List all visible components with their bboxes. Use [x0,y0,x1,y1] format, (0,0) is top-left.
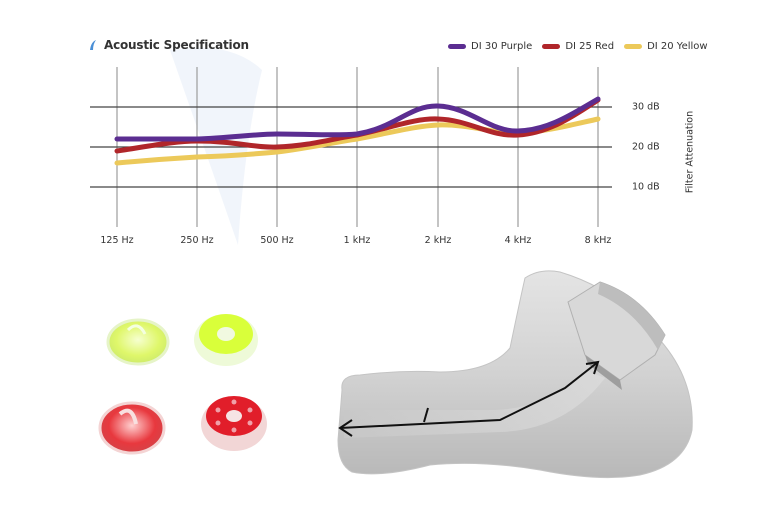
x-tick-label: 500 Hz [260,235,294,246]
yellow-filter-top [194,314,258,366]
x-tick-label: 1 kHz [343,235,371,246]
legend-label: DI 25 Red [565,41,615,52]
chart-title-text: Acoustic Specification [104,38,249,52]
series-line-di30-purple [114,96,601,142]
x-tick-label: 2 kHz [424,235,452,246]
brand-swoosh-icon [90,40,96,50]
sound-channel [344,370,605,438]
chart-title: Acoustic Specification [88,38,249,52]
vertical-gridlines [116,67,599,227]
legend-label: DI 20 Yellow [647,41,708,52]
filter-inserts-image [98,314,267,455]
y-tick-label: 20 dB [632,141,660,153]
legend-item-di25: DI 25 Red [542,41,614,52]
y-tick-label: 10 dB [632,181,660,193]
horizontal-gridlines [90,106,612,188]
red-filter-side [98,401,166,455]
vent-plate [567,281,666,390]
legend-swatch-red [542,44,561,49]
y-tick-label: 30 dB [632,101,660,113]
earpiece-shell [337,270,693,479]
x-tick-label: 125 Hz [100,235,134,246]
legend-item-di30: DI 30 Purple [448,41,532,52]
x-tick-label: 8 kHz [584,235,612,246]
earpiece-image [337,270,693,479]
legend-swatch-purple [448,44,466,49]
legend-item-di20: DI 20 Yellow [624,41,708,52]
chart-legend: DI 30 Purple DI 25 Red DI 20 Yellow [448,41,708,52]
y-axis-title: Filter Attenuation [684,110,696,194]
attenuation-chart [90,47,612,245]
legend-swatch-yellow [624,44,643,49]
x-tick-label: 250 Hz [180,235,214,246]
channel-length-arrow [338,360,600,437]
legend-label: DI 30 Purple [471,41,533,52]
red-filter-top [201,396,267,451]
background-swoosh [170,47,262,245]
yellow-filter-side [106,318,170,366]
x-tick-label: 4 kHz [504,235,532,246]
